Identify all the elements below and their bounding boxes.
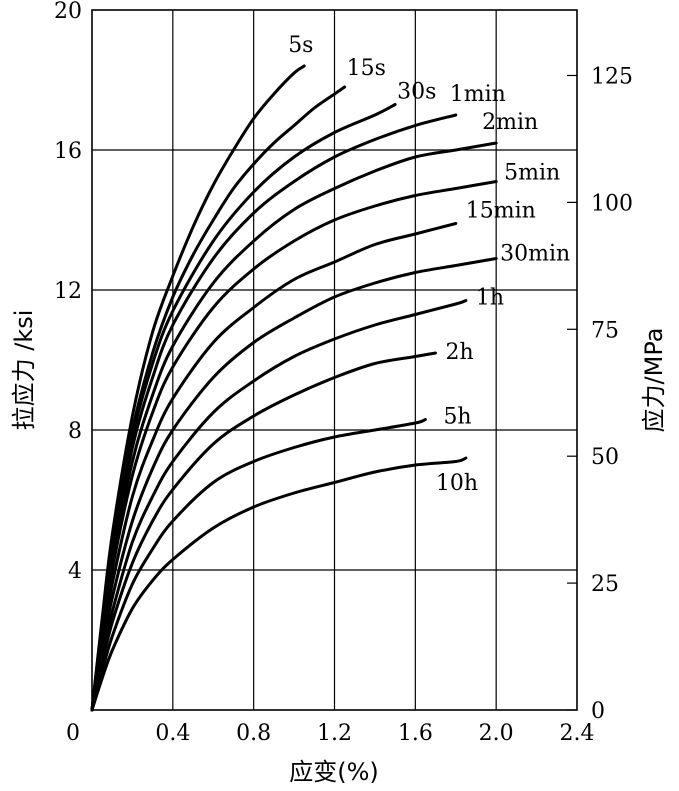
- y2-tick-labels: 0 25 50 75 100 125: [591, 64, 633, 724]
- series-label-5h: 5h: [443, 405, 471, 430]
- y2-tick-label: 25: [591, 572, 619, 597]
- series-curves: [90, 64, 498, 712]
- series-label-1h: 1h: [476, 286, 504, 311]
- y2-tick-label: 125: [591, 64, 633, 89]
- series-line-10h: [90, 456, 468, 712]
- series-label-5s: 5s: [288, 33, 313, 58]
- y-tick-label: 16: [54, 139, 82, 164]
- y-tick-label: 4: [68, 559, 82, 584]
- series-label-2h: 2h: [446, 340, 474, 365]
- x-tick-label: 0: [66, 721, 80, 746]
- series-label-5min: 5min: [504, 161, 560, 186]
- series-line-15min: [90, 222, 458, 712]
- x-tick-label: 2.0: [479, 721, 514, 746]
- series-line-5s: [90, 64, 306, 712]
- series-label-30s: 30s: [397, 80, 436, 105]
- series-line-1h: [90, 299, 468, 712]
- series-label-30min: 30min: [500, 242, 570, 267]
- series-line-15s: [90, 85, 347, 712]
- y2-axis-title: 应力/MPa: [640, 328, 668, 433]
- y2-tick-label: 75: [591, 318, 619, 343]
- series-label-10h: 10h: [436, 471, 478, 496]
- x-tick-label: 1.6: [398, 721, 433, 746]
- x-axis-title: 应变(%): [289, 758, 379, 786]
- plot-frame: [91, 9, 578, 711]
- x-tick-label: 2.4: [560, 721, 595, 746]
- series-label-15s: 15s: [347, 56, 386, 81]
- y2-tick-label: 100: [591, 191, 633, 216]
- series-line-5min: [90, 180, 498, 712]
- x-tick-label: 0.4: [155, 721, 190, 746]
- y-tick-label: 8: [68, 419, 82, 444]
- y-tick-labels: 4 8 12 16 20: [54, 0, 82, 584]
- y2-tick-marks: [567, 74, 577, 711]
- series-label-2min: 2min: [482, 110, 538, 135]
- x-tick-label: 0.8: [236, 721, 271, 746]
- x-tick-labels: 0 0.4 0.8 1.2 1.6 2.0 2.4: [66, 721, 595, 746]
- series-line-5h: [90, 418, 427, 712]
- y-axis-title: 拉应力 /ksi: [10, 310, 38, 431]
- y-tick-label: 12: [54, 279, 82, 304]
- y2-tick-label: 0: [591, 699, 605, 724]
- x-tick-label: 1.2: [317, 721, 352, 746]
- series-line-30min: [90, 257, 498, 712]
- series-line-2h: [90, 351, 437, 712]
- series-labels: 5s 15s 30s 1min 2min 5min 15min 30min 1h 2h 5h 10h: [288, 33, 570, 496]
- y-tick-label: 20: [54, 0, 82, 24]
- series-label-15min: 15min: [466, 199, 536, 224]
- y2-tick-label: 50: [591, 445, 619, 470]
- series-label-1min: 1min: [450, 82, 506, 107]
